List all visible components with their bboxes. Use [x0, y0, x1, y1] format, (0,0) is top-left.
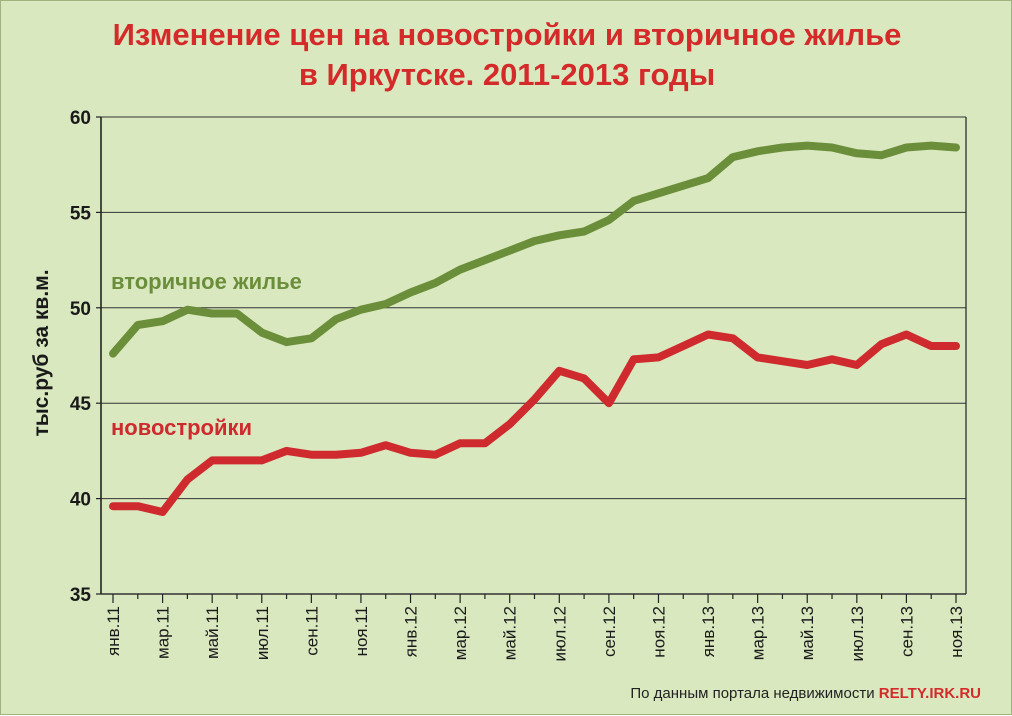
series-labels: вторичное жилье новостройки	[111, 269, 302, 440]
x-tick-label-мар.12: мар.12	[451, 606, 470, 660]
series-line-2	[109, 330, 960, 516]
x-tick-label-мар.13: мар.13	[749, 606, 768, 660]
x-tick-label-янв.11: янв.11	[104, 606, 123, 656]
y-tick-label-35: 35	[70, 585, 92, 606]
source-prefix: По данным портала недвижимости	[630, 685, 875, 702]
series-label-1: вторичное жилье	[111, 269, 302, 294]
x-tick-labels: янв.11 мар.11 май.11 июл.11 сен.11 ноя.11 янв.…	[104, 606, 966, 661]
x-tick-label-июл.13: июл.13	[848, 606, 867, 661]
x-tick-label-май.12: май.12	[501, 606, 520, 660]
chart-title-line-2: в Иркутске. 2011-2013 годы	[298, 57, 716, 92]
source-note: По данным портала недвижимости RELTY.IRK…	[630, 685, 981, 702]
y-tick-label-50: 50	[70, 299, 91, 320]
x-tick-label-янв.13: янв.13	[699, 606, 718, 657]
chart-title: Изменение цен на новостройки и вторичное…	[1, 15, 1012, 95]
x-tick-label-май.11: май.11	[203, 606, 222, 659]
series-label-2: новостройки	[111, 415, 252, 440]
chart-title-line-1: Изменение цен на новостройки и вторичное…	[112, 17, 902, 52]
x-tick-label-янв.12: янв.12	[402, 606, 421, 657]
x-tick-label-мар.11: мар.11	[154, 606, 173, 659]
series-lines	[109, 141, 960, 516]
x-tick-label-май.13: май.13	[798, 606, 817, 660]
y-tick-labels: 35 40 45 50 55 60	[70, 108, 92, 606]
x-tick-label-сен.11: сен.11	[302, 606, 321, 656]
axes	[96, 116, 967, 603]
x-tick-label-ноя.12: ноя.12	[649, 606, 668, 658]
series-line-1	[109, 141, 960, 358]
x-tick-label-сен.12: сен.12	[600, 606, 619, 657]
y-axis-label: тыс.руб за кв.м.	[30, 269, 53, 436]
x-tick-label-июл.12: июл.12	[550, 606, 569, 661]
source-site: RELTY.IRK.RU	[878, 685, 981, 702]
y-tick-label-45: 45	[70, 394, 92, 415]
x-tick-label-сен.13: сен.13	[897, 606, 916, 657]
y-tick-label-60: 60	[70, 108, 91, 129]
x-tick-label-ноя.13: ноя.13	[947, 606, 966, 658]
x-tick-label-ноя.11: ноя.11	[352, 606, 371, 656]
y-tick-label-55: 55	[70, 203, 92, 224]
grid-lines	[101, 116, 966, 595]
x-tick-label-июл.11: июл.11	[253, 606, 272, 660]
y-tick-label-40: 40	[70, 490, 91, 511]
